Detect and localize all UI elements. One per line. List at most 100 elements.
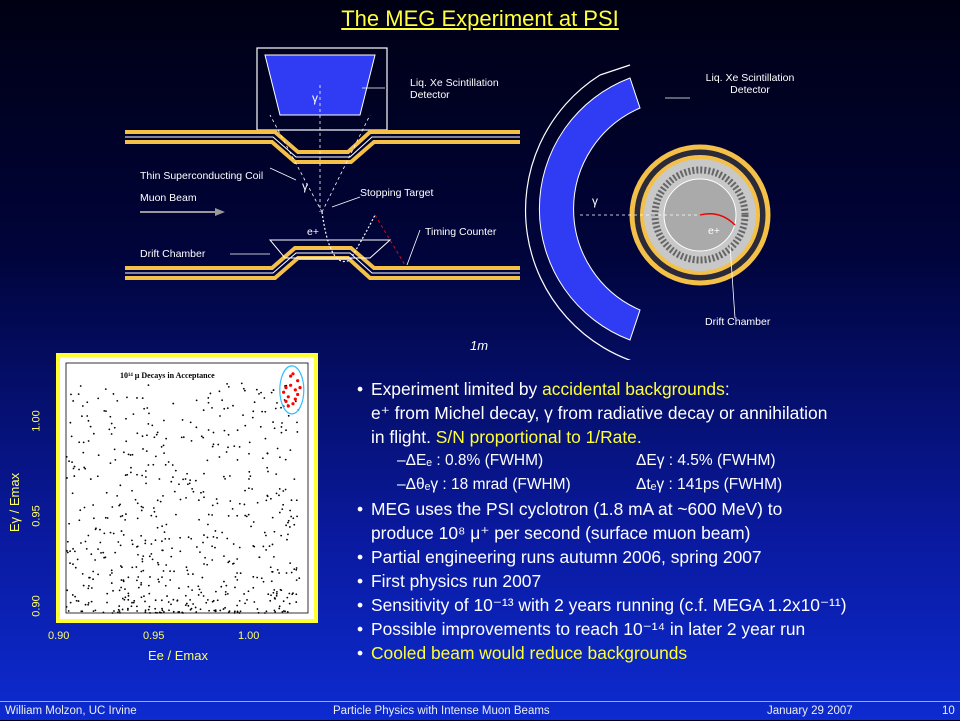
signal-point [284, 399, 288, 403]
background-point [289, 449, 292, 452]
background-point [218, 390, 221, 393]
background-point [117, 541, 120, 543]
y-tick-095: 0.95 [30, 505, 43, 527]
background-point [124, 474, 127, 477]
background-point [198, 588, 201, 591]
background-point [242, 414, 244, 417]
resolution-b: Δtₑγ : 141ps (FWHM) [636, 476, 783, 493]
background-point [161, 549, 164, 552]
background-point [206, 536, 209, 539]
background-point [252, 575, 255, 578]
background-point [102, 611, 105, 614]
background-point [202, 490, 205, 493]
background-point [113, 426, 116, 429]
background-point [295, 568, 298, 571]
x-tick-100: 1.00 [238, 630, 260, 642]
background-point [236, 572, 238, 574]
background-point [270, 580, 273, 583]
background-point [147, 423, 150, 425]
background-point [253, 601, 256, 603]
background-point [71, 492, 74, 495]
background-point [211, 545, 213, 548]
background-point [146, 407, 149, 409]
background-point [269, 599, 272, 602]
background-point [177, 611, 180, 613]
background-point [294, 400, 297, 403]
background-point [150, 552, 153, 555]
background-point [187, 536, 190, 539]
background-point [188, 482, 191, 485]
y-tick-090: 0.90 [30, 595, 43, 617]
background-point [219, 609, 222, 612]
background-point [148, 592, 151, 595]
background-point [110, 433, 113, 435]
footer-talk: Particle Physics with Intense Muon Beams [333, 705, 550, 717]
background-point [192, 573, 194, 575]
background-point [185, 496, 187, 499]
background-point [155, 433, 158, 436]
background-point [207, 397, 210, 399]
background-point [257, 611, 260, 614]
background-point [127, 453, 130, 456]
background-point [244, 424, 247, 427]
background-point [150, 514, 153, 517]
background-point [132, 413, 135, 416]
background-point [278, 605, 281, 608]
background-point [185, 566, 188, 569]
background-point [114, 551, 117, 554]
background-point [116, 494, 119, 497]
background-point [67, 610, 70, 612]
background-point [109, 574, 112, 576]
background-point [243, 503, 246, 506]
background-point [147, 384, 150, 387]
background-point [181, 419, 184, 421]
background-point [270, 594, 272, 597]
background-point [151, 558, 154, 561]
background-point [278, 607, 281, 610]
background-point [137, 586, 140, 589]
background-point [161, 525, 164, 528]
background-point [87, 440, 90, 442]
background-point [120, 586, 123, 589]
background-point [141, 435, 144, 438]
background-point [120, 566, 123, 569]
background-point [156, 499, 159, 502]
background-point [154, 607, 157, 610]
background-point [66, 589, 69, 592]
background-point [179, 550, 182, 553]
background-point [119, 503, 122, 506]
background-point [238, 546, 241, 549]
background-point [280, 534, 283, 537]
background-point [162, 570, 165, 572]
background-point [286, 538, 288, 541]
background-point [202, 541, 204, 544]
muon-beam-label: Muon Beam [140, 192, 197, 204]
background-point [72, 400, 75, 402]
plot-frame [65, 362, 309, 614]
background-point [127, 576, 130, 579]
drift-chamber-label-right: Drift Chamber [705, 316, 771, 328]
background-point [121, 514, 124, 517]
background-point [92, 504, 95, 506]
background-point [227, 446, 229, 449]
bullet-line: Sensitivity of 10⁻¹³ with 2 years runnin… [357, 593, 957, 617]
background-point [293, 478, 296, 481]
background-point [176, 599, 179, 602]
background-point [81, 405, 84, 407]
background-point [144, 542, 147, 545]
background-point [284, 458, 287, 461]
background-point [285, 524, 288, 527]
background-point [136, 502, 139, 505]
background-point [136, 579, 138, 582]
background-point [162, 611, 165, 613]
background-point [288, 602, 291, 605]
background-point [280, 426, 283, 428]
background-point [124, 588, 126, 591]
background-point [278, 511, 281, 514]
background-point [120, 530, 123, 532]
background-point [122, 534, 125, 536]
background-point [226, 382, 228, 385]
background-point [214, 610, 217, 613]
background-point [144, 539, 147, 542]
background-point [270, 391, 273, 394]
